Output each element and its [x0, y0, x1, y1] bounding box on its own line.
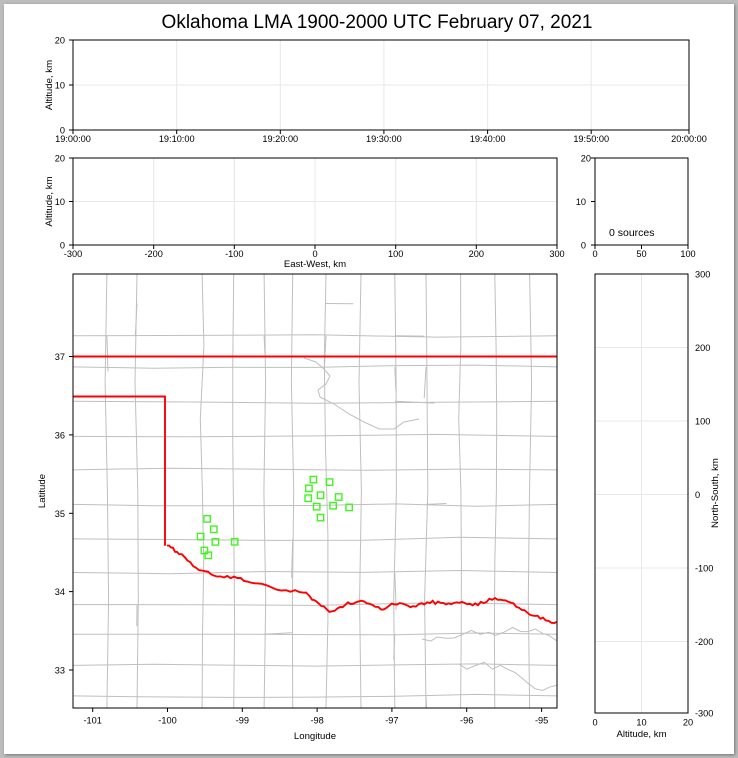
svg-text:300: 300 — [695, 270, 710, 280]
svg-text:Altitude, km: Altitude, km — [44, 176, 55, 226]
svg-text:0: 0 — [581, 241, 586, 251]
svg-text:Longitude: Longitude — [294, 731, 336, 742]
svg-text:36: 36 — [55, 430, 65, 440]
svg-text:-100: -100 — [225, 249, 243, 259]
svg-text:19:10:00: 19:10:00 — [159, 134, 195, 144]
svg-text:-300: -300 — [64, 249, 82, 259]
svg-text:100: 100 — [680, 249, 695, 259]
svg-text:50: 50 — [636, 249, 646, 259]
svg-text:10: 10 — [636, 718, 646, 728]
svg-text:-101: -101 — [84, 716, 102, 726]
svg-text:19:40:00: 19:40:00 — [470, 134, 506, 144]
svg-text:100: 100 — [695, 417, 710, 427]
svg-text:-300: -300 — [695, 709, 713, 719]
svg-text:20: 20 — [581, 154, 591, 164]
svg-text:10: 10 — [576, 197, 586, 207]
svg-text:Altitude, km: Altitude, km — [616, 729, 666, 740]
svg-text:-200: -200 — [695, 637, 713, 647]
svg-text:20: 20 — [683, 718, 693, 728]
svg-text:-100: -100 — [158, 716, 176, 726]
svg-text:-200: -200 — [145, 249, 163, 259]
svg-text:20:00:00: 20:00:00 — [671, 134, 707, 144]
svg-text:-100: -100 — [695, 564, 713, 574]
svg-text:19:20:00: 19:20:00 — [262, 134, 298, 144]
svg-text:37: 37 — [55, 352, 65, 362]
svg-text:East-West, km: East-West, km — [284, 259, 346, 270]
svg-text:0: 0 — [592, 718, 597, 728]
svg-text:-96: -96 — [460, 716, 473, 726]
svg-text:-97: -97 — [385, 716, 398, 726]
svg-text:Altitude, km: Altitude, km — [44, 60, 55, 110]
svg-text:19:30:00: 19:30:00 — [366, 134, 402, 144]
svg-text:20: 20 — [55, 154, 65, 164]
svg-text:0: 0 — [695, 490, 700, 500]
svg-text:35: 35 — [55, 509, 65, 519]
svg-text:10: 10 — [55, 81, 65, 91]
svg-text:0: 0 — [312, 249, 317, 259]
svg-text:-99: -99 — [236, 716, 249, 726]
svg-text:19:00:00: 19:00:00 — [55, 134, 91, 144]
svg-text:300: 300 — [549, 249, 564, 259]
svg-text:10: 10 — [55, 197, 65, 207]
svg-text:200: 200 — [469, 249, 484, 259]
svg-text:100: 100 — [388, 249, 403, 259]
svg-text:19:50:00: 19:50:00 — [573, 134, 609, 144]
svg-text:0 sources: 0 sources — [609, 227, 655, 239]
svg-text:33: 33 — [55, 666, 65, 676]
svg-text:Oklahoma LMA 1900-2000 UTC Feb: Oklahoma LMA 1900-2000 UTC February 07, … — [162, 12, 593, 33]
svg-text:Latitude: Latitude — [37, 474, 48, 508]
svg-text:-98: -98 — [310, 716, 323, 726]
svg-text:20: 20 — [55, 36, 65, 46]
svg-text:0: 0 — [592, 249, 597, 259]
svg-text:-95: -95 — [535, 716, 548, 726]
svg-text:North-South, km: North-South, km — [710, 458, 721, 528]
svg-text:34: 34 — [55, 587, 65, 597]
svg-text:200: 200 — [695, 343, 710, 353]
